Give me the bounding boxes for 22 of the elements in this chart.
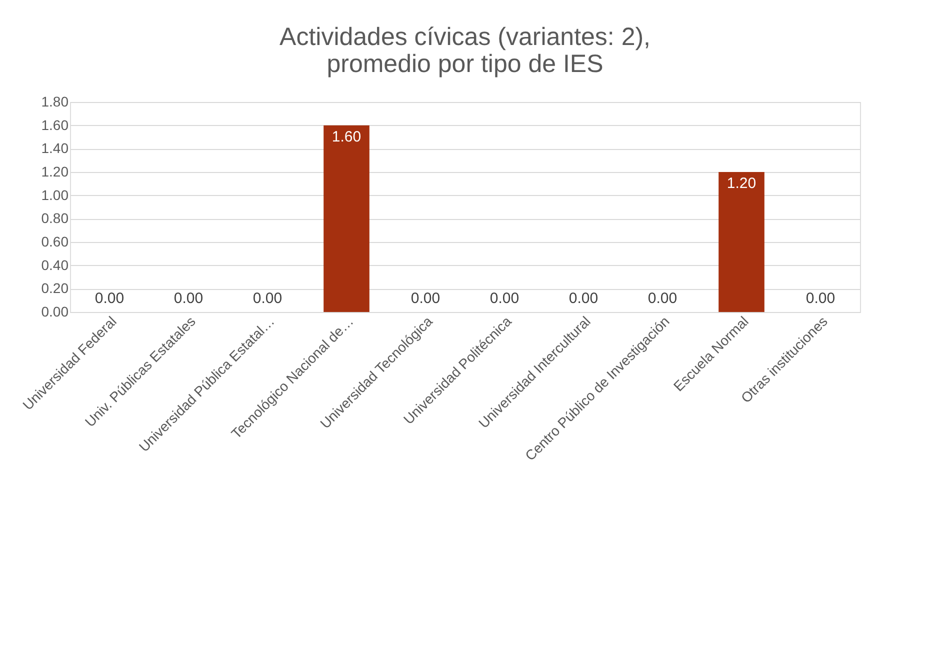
- data-label: 1.20: [726, 175, 756, 192]
- y-tick-label: 0.20: [41, 280, 69, 296]
- data-label: 0.00: [648, 290, 678, 307]
- data-label: 0.00: [490, 290, 520, 307]
- data-label: 0.00: [174, 290, 204, 307]
- y-tick-label: 1.80: [41, 94, 69, 110]
- y-tick-label: 1.60: [41, 116, 69, 133]
- y-tick-label: 1.00: [41, 186, 69, 203]
- y-tick-label: 1.40: [41, 140, 69, 156]
- y-tick-label: 1.20: [41, 164, 69, 180]
- data-label: 0.00: [252, 290, 282, 307]
- data-label: 0.00: [568, 290, 598, 307]
- y-tick-label: 0.40: [41, 256, 69, 273]
- data-label: 1.60: [332, 128, 362, 146]
- y-tick-label: 0.60: [41, 234, 69, 250]
- text: promedio por tipo de IES: [326, 50, 604, 78]
- y-tick-label: 0.80: [41, 210, 69, 226]
- data-label: 0.00: [806, 290, 836, 307]
- data-label: 0.00: [410, 290, 440, 307]
- y-tick-label: 0.00: [41, 304, 69, 320]
- data-label: 0.00: [94, 290, 124, 307]
- text: Actividades cívicas (variantes: 2),: [280, 23, 650, 51]
